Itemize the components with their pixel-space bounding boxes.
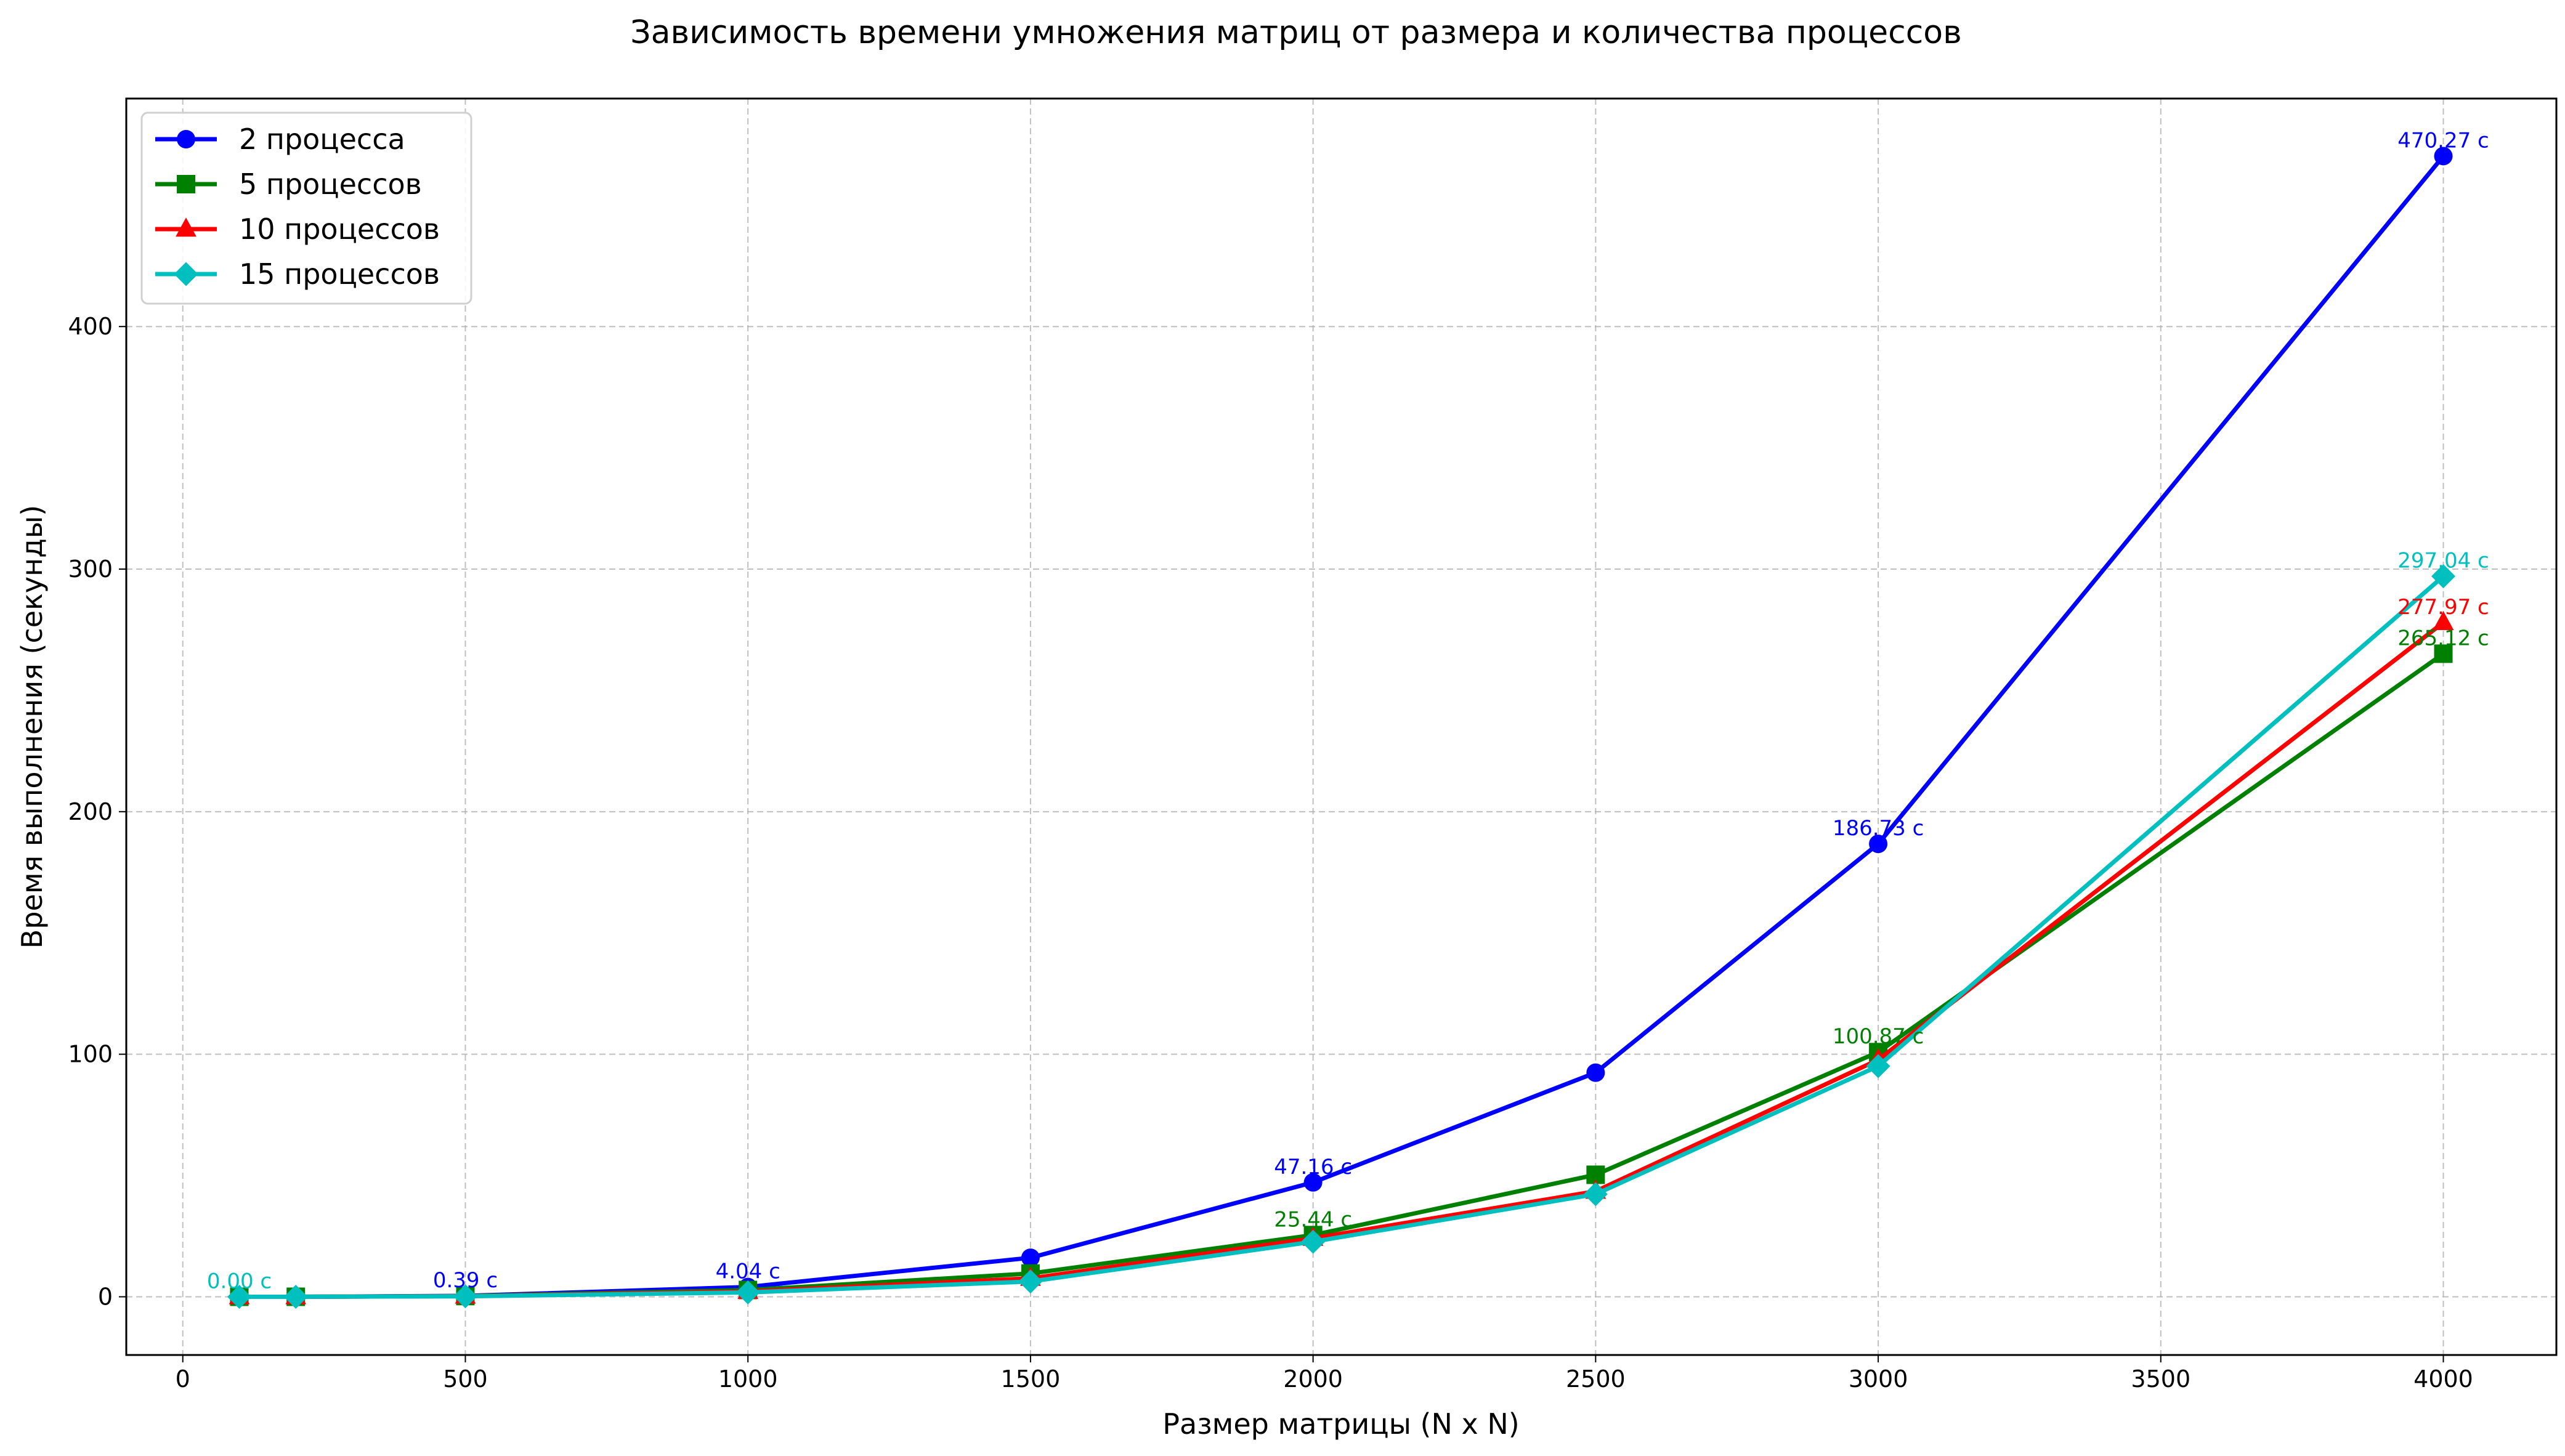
legend-item: 15 процессов xyxy=(155,257,440,291)
y-tick-label: 0 xyxy=(98,1283,113,1310)
data-point xyxy=(453,1284,477,1309)
data-label: 0.39 с xyxy=(433,1268,498,1293)
legend-label: 5 процессов xyxy=(239,168,422,201)
legend-label: 2 процесса xyxy=(239,123,405,156)
legend-marker xyxy=(177,130,195,148)
legend: 2 процесса 5 процессов 10 процессов 15 проц… xyxy=(140,111,472,305)
data-label: 297.04 с xyxy=(2397,549,2489,573)
legend-item: 5 процессов xyxy=(155,168,422,201)
data-point xyxy=(2434,644,2453,663)
data-label: 4.04 с xyxy=(716,1260,780,1284)
data-point xyxy=(1301,1229,1326,1254)
data-point xyxy=(1586,1063,1605,1082)
data-label: 186.73 с xyxy=(1833,816,1924,841)
chart-title: Зависимость времени умножения матриц от … xyxy=(630,14,1962,51)
x-tick-label: 0 xyxy=(176,1365,190,1393)
x-tick-label: 2000 xyxy=(1283,1365,1343,1393)
legend-item: 10 процессов xyxy=(155,212,440,246)
data-point xyxy=(1303,1173,1323,1192)
y-tick-label: 100 xyxy=(68,1041,113,1068)
data-point xyxy=(1021,1248,1040,1268)
data-label: 100.87 с xyxy=(1833,1024,1924,1049)
legend-label: 10 процессов xyxy=(239,212,440,246)
data-point xyxy=(1869,835,1888,854)
y-axis-label: Время выполнения (секунды) xyxy=(15,505,49,948)
plot-frame xyxy=(125,97,2558,1356)
data-point xyxy=(1583,1182,1608,1207)
legend-item: 2 процесса xyxy=(155,123,405,156)
x-tick-label: 500 xyxy=(443,1365,488,1393)
x-tick-label: 4000 xyxy=(2413,1365,2473,1393)
y-tick-label: 400 xyxy=(68,313,113,340)
series-group xyxy=(227,147,2456,1309)
x-tick-label: 2500 xyxy=(1566,1365,1626,1393)
y-tick-label: 200 xyxy=(68,798,113,825)
grid xyxy=(126,99,2556,1355)
data-labels: 0.39 с 4.04 с 47.16 с 186.73 с 470.27 с 25.44… xyxy=(207,128,2489,1293)
series-4 xyxy=(227,564,2456,1309)
data-label: 265.12 с xyxy=(2397,626,2489,650)
x-tick-label: 3000 xyxy=(1849,1365,1908,1393)
data-label: 25.44 с xyxy=(1274,1207,1352,1232)
data-label: 470.27 с xyxy=(2397,128,2489,153)
data-point xyxy=(735,1280,760,1304)
data-point xyxy=(1866,1054,1890,1078)
data-point xyxy=(2433,611,2454,630)
data-point xyxy=(227,1284,251,1309)
data-label: 47.16 с xyxy=(1274,1155,1352,1179)
x-tick-label: 1500 xyxy=(1001,1365,1061,1393)
data-label: 0.00 с xyxy=(207,1269,272,1293)
axis-ticks: 0 500 1000 1500 2000 2500 3000 3500 4000 0 100 200 3… xyxy=(68,313,2473,1393)
legend-box xyxy=(140,111,472,305)
x-tick-label: 3500 xyxy=(2131,1365,2190,1393)
data-label: 277.97 с xyxy=(2397,595,2489,620)
data-point xyxy=(2431,564,2456,589)
legend-marker xyxy=(174,262,198,286)
legend-marker xyxy=(177,175,195,193)
data-point xyxy=(1018,1269,1043,1294)
y-tick-label: 300 xyxy=(68,556,113,583)
legend-marker xyxy=(176,217,197,237)
x-tick-label: 1000 xyxy=(718,1365,778,1393)
x-axis-label: Размер матрицы (N x N) xyxy=(1162,1407,1519,1441)
legend-label: 15 процессов xyxy=(239,257,440,291)
data-point xyxy=(2434,147,2453,166)
data-point xyxy=(283,1284,308,1309)
